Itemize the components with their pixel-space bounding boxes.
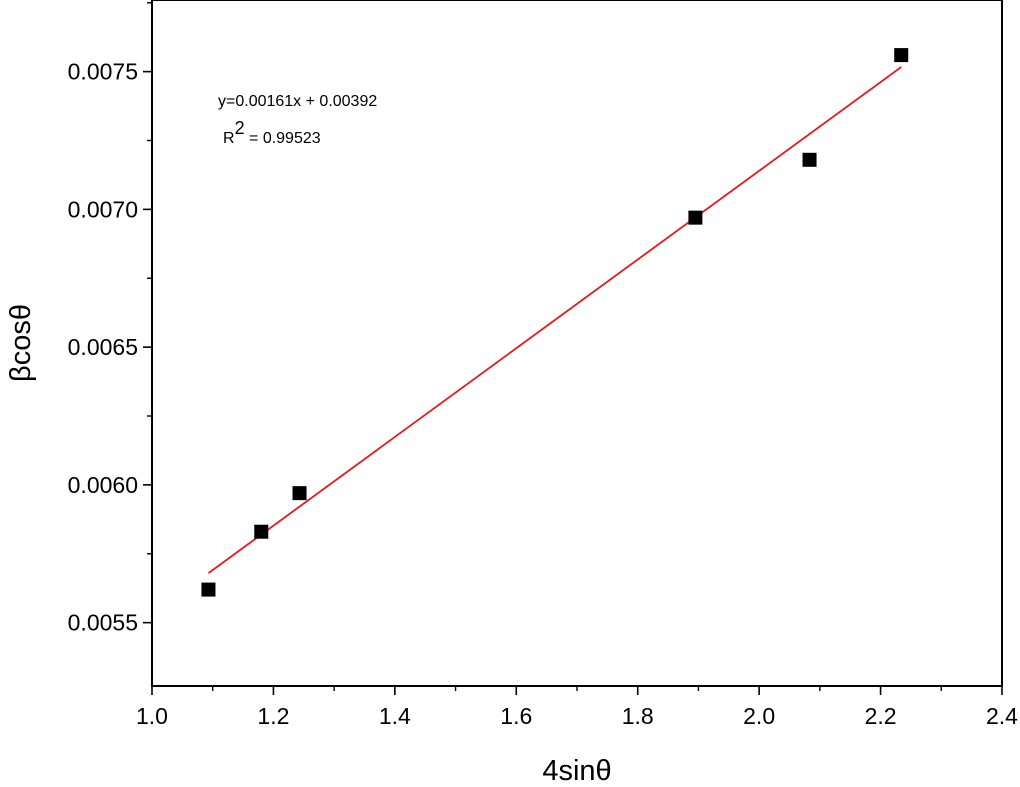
x-axis-title: 4sinθ [542,755,611,787]
y-axis-title: βcosθ [5,304,37,382]
y-axis-ticks: 0.0055 0.0060 0.0065 0.0070 0.0075 [68,2,152,636]
data-point [201,582,216,597]
y-tick-label: 0.0075 [68,59,138,85]
x-tick-label: 2.2 [865,703,897,729]
data-point [802,152,817,167]
y-tick-label: 0.0060 [68,472,138,498]
data-point [254,524,269,539]
r-squared-value: = 0.99523 [245,130,321,147]
x-axis-ticks: 1.0 1.2 1.4 1.6 1.8 2.0 2.2 2.4 [136,686,1018,729]
x-tick-label: 1.0 [136,703,168,729]
r-squared-symbol: R [223,130,235,147]
r-squared-label: R2 = 0.99523 [223,118,321,147]
x-tick-label: 2.0 [743,703,775,729]
fit-line [207,66,902,574]
r-squared-superscript: 2 [235,118,245,138]
x-tick-label: 1.4 [379,703,411,729]
x-tick-label: 1.8 [622,703,654,729]
x-tick-label: 1.2 [257,703,289,729]
data-point [688,210,703,225]
data-point [894,48,909,63]
y-tick-label: 0.0065 [68,334,138,360]
y-tick-label: 0.0070 [68,196,138,222]
y-tick-label: 0.0055 [68,610,138,636]
fit-equation: y=0.00161x + 0.00392 [218,93,377,110]
x-tick-label: 2.4 [986,703,1018,729]
data-point [292,486,307,501]
x-tick-label: 1.6 [500,703,532,729]
data-points [201,48,909,597]
